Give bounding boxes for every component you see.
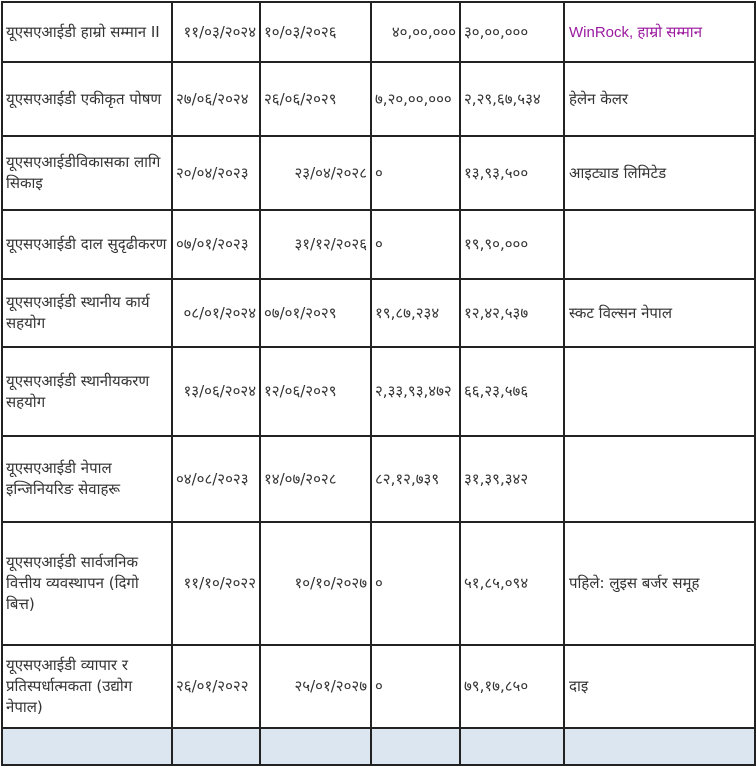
table-row: यूएसएआईडी स्थानीयकरण सहयोग १३/०६/२०२४ १२/०… [1, 346, 756, 437]
start-date-cell: ०४/०८/२०२३ [171, 435, 261, 523]
start-date-cell: ११/०३/२०२४ [171, 1, 261, 63]
total-amount-cell: ० [370, 521, 461, 646]
partner-cell: आइट्याड लिमिटेड [563, 135, 756, 211]
project-name-cell: यूएसएआईडी व्यापार र प्रतिस्पर्धात्मकता (… [1, 644, 173, 729]
end-date-cell: १२/०६/२०२९ [259, 346, 372, 437]
total-amount-cell: ० [370, 135, 461, 211]
footer-cell [563, 727, 756, 766]
project-name-cell: यूएसएआईडी दाल सुदृढीकरण [1, 209, 173, 280]
partner-cell [563, 435, 756, 523]
table-row: यूएसएआईडी दाल सुदृढीकरण ०७/०१/२०२३ ३१/१२/२… [1, 209, 756, 280]
footer-cell [459, 727, 565, 766]
total-amount-cell: १९,८७,२३४ [370, 278, 461, 348]
footer-cell [259, 727, 372, 766]
end-date-cell: ०७/०१/२०२९ [259, 278, 372, 348]
end-date-cell: ३१/१२/२०२६ [259, 209, 372, 280]
partner-cell [563, 346, 756, 437]
disbursed-amount-cell: १९,९०,००० [459, 209, 565, 280]
table-row: यूएसएआईडी स्थानीय कार्य सहयोग ०८/०१/२०२४ ०… [1, 278, 756, 348]
footer-cell [370, 727, 461, 766]
total-amount-cell: २,३३,९३,४७२ [370, 346, 461, 437]
disbursed-amount-cell: २,२९,६७,५३४ [459, 61, 565, 137]
start-date-cell: ०७/०१/२०२३ [171, 209, 261, 280]
partner-cell: दाइ [563, 644, 756, 729]
partner-cell: पहिले: लुइस बर्जर समूह [563, 521, 756, 646]
disbursed-amount-cell: १२,४२,५३७ [459, 278, 565, 348]
disbursed-amount-cell: ६६,२३,५७६ [459, 346, 565, 437]
disbursed-amount-cell: १३,९३,५०० [459, 135, 565, 211]
project-name-cell: यूएसएआईडी स्थानीयकरण सहयोग [1, 346, 173, 437]
total-amount-cell: ७,२०,००,००० [370, 61, 461, 137]
total-amount-cell: ० [370, 209, 461, 280]
project-name-cell: यूएसएआईडी हाम्रो सम्मान II [1, 1, 173, 63]
disbursed-amount-cell: ५१,८५,०९४ [459, 521, 565, 646]
partner-cell: हेलेन केलर [563, 61, 756, 137]
total-amount-cell: ४०,००,००० [370, 1, 461, 63]
table-row: यूएसएआईडी हाम्रो सम्मान II ११/०३/२०२४ १०/०… [1, 1, 756, 63]
start-date-cell: २०/०४/२०२३ [171, 135, 261, 211]
table-row: यूएसएआईडी सार्वजनिक वित्तीय व्यवस्थापन (… [1, 521, 756, 646]
disbursed-amount-cell: ३१,३९,३४२ [459, 435, 565, 523]
start-date-cell: ११/१०/२०२२ [171, 521, 261, 646]
start-date-cell: ०८/०१/२०२४ [171, 278, 261, 348]
partner-cell: WinRock, हाम्रो सम्मान [563, 1, 756, 63]
table-row: यूएसएआईडी व्यापार र प्रतिस्पर्धात्मकता (… [1, 644, 756, 729]
total-amount-cell: ८२,१२,७३९ [370, 435, 461, 523]
footer-cell [171, 727, 261, 766]
table-row: यूएसएआईडी एकीकृत पोषण २७/०६/२०२४ २६/०६/२०२… [1, 61, 756, 137]
end-date-cell: २५/०१/२०२७ [259, 644, 372, 729]
partner-cell: स्कट विल्सन नेपाल [563, 278, 756, 348]
end-date-cell: १४/०७/२०२८ [259, 435, 372, 523]
end-date-cell: २६/०६/२०२९ [259, 61, 372, 137]
footer-row [1, 727, 756, 766]
partner-cell [563, 209, 756, 280]
disbursed-amount-cell: ७९,१७,८५० [459, 644, 565, 729]
start-date-cell: १३/०६/२०२४ [171, 346, 261, 437]
table-row: यूएसएआईडी नेपाल इन्जिनियरिङ सेवाहरू ०४/०८… [1, 435, 756, 523]
project-name-cell: यूएसएआईडी स्थानीय कार्य सहयोग [1, 278, 173, 348]
total-amount-cell: ० [370, 644, 461, 729]
project-name-cell: यूएसएआईडीविकासका लागि सिकाइ [1, 135, 173, 211]
start-date-cell: २७/०६/२०२४ [171, 61, 261, 137]
end-date-cell: १०/०३/२०२६ [259, 1, 372, 63]
start-date-cell: २६/०१/२०२२ [171, 644, 261, 729]
project-name-cell: यूएसएआईडी नेपाल इन्जिनियरिङ सेवाहरू [1, 435, 173, 523]
project-name-cell: यूएसएआईडी सार्वजनिक वित्तीय व्यवस्थापन (… [1, 521, 173, 646]
project-name-cell: यूएसएआईडी एकीकृत पोषण [1, 61, 173, 137]
disbursed-amount-cell: ३०,००,००० [459, 1, 565, 63]
table-row: यूएसएआईडीविकासका लागि सिकाइ २०/०४/२०२३ २३/… [1, 135, 756, 211]
end-date-cell: २३/०४/२०२८ [259, 135, 372, 211]
footer-cell [1, 727, 173, 766]
end-date-cell: १०/१०/२०२७ [259, 521, 372, 646]
